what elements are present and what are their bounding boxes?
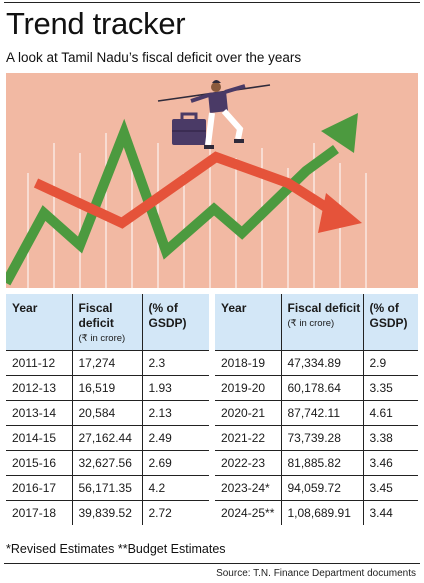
year-cell: 2015-16 xyxy=(6,449,72,475)
red-arrow-head-icon xyxy=(318,193,362,233)
year-header: Year xyxy=(6,294,72,350)
gridlines xyxy=(27,133,367,288)
deficit-cell: 56,171.35 xyxy=(71,474,142,500)
page-title: Trend tracker xyxy=(6,6,186,41)
deficit-header-label: Fiscal deficit xyxy=(78,301,114,330)
table-row: 2021-22 73,739.28 3.38 xyxy=(215,424,418,450)
table-header-row: Year Fiscal deficit (₹ in crore) (% of G… xyxy=(6,294,209,350)
year-cell: 2018-19 xyxy=(215,349,281,375)
gsdp-cell: 4.61 xyxy=(362,399,418,425)
table-row: 2015-16 32,627.56 2.69 xyxy=(6,449,209,475)
fiscal-table-right: Year Fiscal deficit (₹ in crore) (% of G… xyxy=(215,294,418,525)
year-cell: 2023-24* xyxy=(215,474,281,500)
green-arrow-head-icon xyxy=(321,113,358,153)
deficit-cell: 81,885.82 xyxy=(280,449,363,475)
gsdp-cell: 3.45 xyxy=(362,474,418,500)
gsdp-cell: 3.35 xyxy=(362,374,418,400)
gsdp-cell: 3.44 xyxy=(362,499,418,525)
table-row: 2018-19 47,334.89 2.9 xyxy=(215,349,418,375)
table-row: 2024-25** 1,08,689.91 3.44 xyxy=(215,499,418,525)
table-header-row: Year Fiscal deficit (₹ in crore) (% of G… xyxy=(215,294,418,350)
year-header: Year xyxy=(215,294,281,350)
year-cell: 2021-22 xyxy=(215,424,281,450)
trend-illustration xyxy=(6,73,418,288)
deficit-cell: 60,178.64 xyxy=(280,374,363,400)
tightrope-walker-icon xyxy=(157,80,271,149)
deficit-cell: 94,059.72 xyxy=(280,474,363,500)
table-row: 2020-21 87,742.11 4.61 xyxy=(215,399,418,425)
deficit-header: Fiscal deficit (₹ in crore) xyxy=(71,294,142,350)
year-cell: 2020-21 xyxy=(215,399,281,425)
deficit-cell: 87,742.11 xyxy=(280,399,363,425)
deficit-unit-label: (₹ in crore) xyxy=(287,318,335,329)
table-row: 2013-14 20,584 2.13 xyxy=(6,399,209,425)
table-row: 2017-18 39,839.52 2.72 xyxy=(6,499,209,525)
deficit-cell: 16,519 xyxy=(71,374,142,400)
gsdp-cell: 2.3 xyxy=(141,349,209,375)
gsdp-cell: 1.93 xyxy=(141,374,209,400)
deficit-cell: 39,839.52 xyxy=(71,499,142,525)
deficit-cell: 27,162.44 xyxy=(71,424,142,450)
red-down-arrow-line xyxy=(33,151,335,229)
gsdp-cell: 3.38 xyxy=(362,424,418,450)
year-cell: 2013-14 xyxy=(6,399,72,425)
fiscal-table-left: Year Fiscal deficit (₹ in crore) (% of G… xyxy=(6,294,209,525)
table-row: 2022-23 81,885.82 3.46 xyxy=(215,449,418,475)
deficit-cell: 1,08,689.91 xyxy=(280,499,363,525)
gsdp-cell: 3.46 xyxy=(362,449,418,475)
year-cell: 2022-23 xyxy=(215,449,281,475)
gsdp-header: (% of GSDP) xyxy=(141,294,209,350)
table-row: 2016-17 56,171.35 4.2 xyxy=(6,474,209,500)
table-row: 2023-24* 94,059.72 3.45 xyxy=(215,474,418,500)
table-row: 2012-13 16,519 1.93 xyxy=(6,374,209,400)
deficit-cell: 32,627.56 xyxy=(71,449,142,475)
gsdp-header: (% of GSDP) xyxy=(362,294,418,350)
gsdp-cell: 4.2 xyxy=(141,474,209,500)
green-up-arrow-line xyxy=(6,118,339,286)
year-cell: 2014-15 xyxy=(6,424,72,450)
deficit-cell: 47,334.89 xyxy=(280,349,363,375)
gsdp-cell: 2.13 xyxy=(141,399,209,425)
source-credit: Source: T.N. Finance Department document… xyxy=(216,568,416,579)
trend-illustration-svg xyxy=(6,80,367,288)
gsdp-cell: 2.49 xyxy=(141,424,209,450)
year-cell: 2024-25** xyxy=(215,499,281,525)
year-cell: 2012-13 xyxy=(6,374,72,400)
gsdp-cell: 2.9 xyxy=(362,349,418,375)
briefcase-icon xyxy=(172,112,206,145)
deficit-header-label: Fiscal deficit xyxy=(287,301,361,315)
bottom-rule xyxy=(4,563,420,564)
gsdp-cell: 2.69 xyxy=(141,449,209,475)
year-cell: 2011-12 xyxy=(6,349,72,375)
deficit-header: Fiscal deficit (₹ in crore) xyxy=(280,294,363,350)
deficit-unit-label: (₹ in crore) xyxy=(78,333,126,344)
year-cell: 2016-17 xyxy=(6,474,72,500)
table-row: 2019-20 60,178.64 3.35 xyxy=(215,374,418,400)
year-cell: 2017-18 xyxy=(6,499,72,525)
gsdp-cell: 2.72 xyxy=(141,499,209,525)
table-row: 2014-15 27,162.44 2.49 xyxy=(6,424,209,450)
deficit-cell: 20,584 xyxy=(71,399,142,425)
footnote: *Revised Estimates **Budget Estimates xyxy=(6,542,226,556)
deficit-cell: 73,739.28 xyxy=(280,424,363,450)
page-subtitle: A look at Tamil Nadu’s fiscal deficit ov… xyxy=(6,50,302,65)
top-rule xyxy=(4,2,420,3)
table-row: 2011-12 17,274 2.3 xyxy=(6,349,209,375)
deficit-cell: 17,274 xyxy=(71,349,142,375)
year-cell: 2019-20 xyxy=(215,374,281,400)
